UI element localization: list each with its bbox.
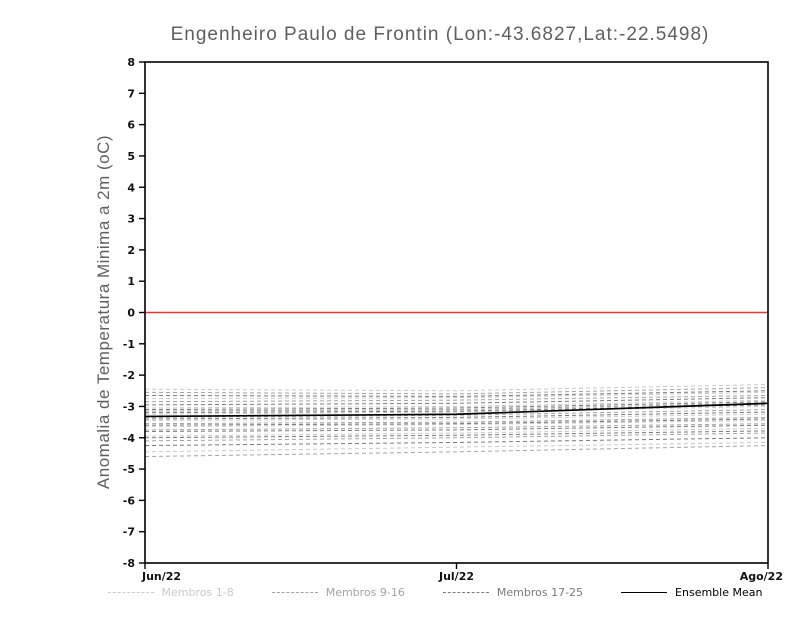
legend-label: Membros 17-25 bbox=[496, 586, 584, 599]
ensemble-member-line bbox=[144, 420, 769, 428]
ensemble-member-line bbox=[144, 423, 769, 431]
legend-line-sample bbox=[107, 592, 154, 593]
ensemble-member-line bbox=[144, 384, 769, 392]
plot-frame bbox=[144, 61, 769, 564]
legend-item: Membros 1-8 bbox=[107, 586, 234, 599]
ensemble-member-line bbox=[144, 430, 769, 439]
y-tick-label: -4 bbox=[123, 432, 136, 445]
ensemble-member-line bbox=[144, 387, 769, 395]
ensemble-member-line bbox=[144, 397, 769, 406]
ensemble-member-line bbox=[144, 445, 769, 458]
ensemble-member-line bbox=[144, 437, 769, 447]
y-tick-label: -7 bbox=[123, 526, 135, 539]
ensemble-mean-line bbox=[144, 402, 769, 418]
ensemble-member-line bbox=[144, 432, 769, 442]
legend-line-sample bbox=[442, 592, 489, 593]
legend-label: Membros 9-16 bbox=[325, 586, 405, 599]
x-tick-label: Jun/22 bbox=[141, 570, 181, 583]
chart-title: Engenheiro Paulo de Frontin (Lon:-43.682… bbox=[170, 24, 710, 45]
y-tick-label: 8 bbox=[127, 56, 135, 69]
y-tick-label: 1 bbox=[127, 275, 135, 288]
y-tick-label: -2 bbox=[123, 369, 135, 382]
y-tick-label: 6 bbox=[127, 119, 135, 132]
legend-item: Ensemble Mean bbox=[621, 586, 762, 599]
legend: Membros 1-8 Membros 9-16 Membros 17-25 Ense… bbox=[90, 586, 780, 599]
y-tick-label: 5 bbox=[127, 150, 135, 163]
y-tick-label: -3 bbox=[123, 400, 135, 413]
legend-item: Membros 17-25 bbox=[442, 586, 584, 599]
y-tick-label: -8 bbox=[123, 557, 135, 570]
ensemble-member-line bbox=[144, 411, 769, 420]
ensemble-member-line bbox=[144, 394, 769, 403]
ensemble-member-line bbox=[144, 402, 769, 412]
ensemble-member-line bbox=[144, 441, 769, 453]
y-tick-label: 0 bbox=[127, 307, 135, 320]
ensemble-member-line bbox=[144, 424, 769, 432]
y-tick-label: 4 bbox=[127, 181, 135, 194]
ensemble-member-line bbox=[144, 401, 769, 411]
y-tick-label: -1 bbox=[123, 338, 135, 351]
y-tick-label: 7 bbox=[127, 87, 135, 100]
ensemble-member-line bbox=[144, 416, 769, 425]
ensemble-member-line bbox=[144, 413, 769, 422]
ensemble-member-line bbox=[144, 418, 769, 426]
legend-item: Membros 9-16 bbox=[271, 586, 405, 599]
ensemble-member-line bbox=[144, 409, 769, 418]
ensemble-member-line bbox=[144, 390, 769, 397]
legend-label: Membros 1-8 bbox=[161, 586, 234, 599]
legend-line-sample bbox=[621, 592, 668, 593]
ensemble-member-line bbox=[144, 391, 769, 400]
ensemble-member-line bbox=[144, 399, 769, 409]
y-tick-label: 3 bbox=[127, 213, 135, 226]
legend-label: Ensemble Mean bbox=[675, 586, 763, 599]
x-tick-label: Ago/22 bbox=[740, 570, 783, 583]
legend-line-sample bbox=[271, 592, 318, 593]
y-tick-label: -6 bbox=[123, 494, 136, 507]
ensemble-member-line bbox=[144, 405, 769, 415]
y-tick-label: -5 bbox=[123, 463, 135, 476]
x-tick-label: Jul/22 bbox=[438, 570, 474, 583]
y-tick-label: 2 bbox=[127, 244, 135, 257]
ensemble-member-line bbox=[144, 427, 769, 437]
